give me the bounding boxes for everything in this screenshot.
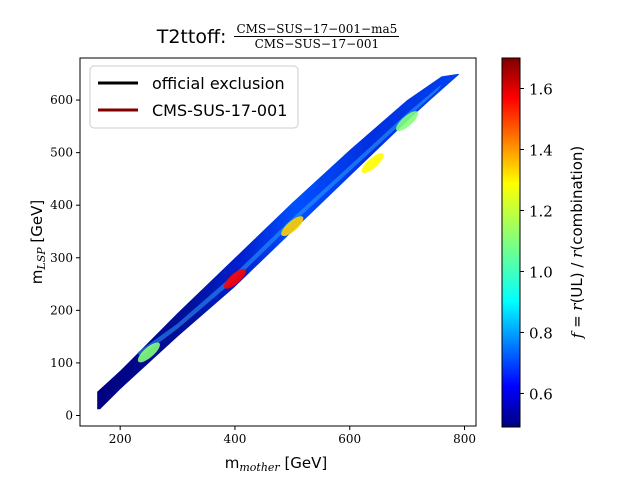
y-tick-label: 100 [50, 356, 73, 370]
title-numerator: CMS−SUS−17−001−ma5 [234, 22, 400, 37]
legend-label: CMS-SUS-17-001 [152, 101, 287, 120]
ratio-band [97, 73, 459, 410]
y-tick-label: 600 [50, 93, 73, 107]
y-tick-label: 300 [50, 251, 73, 265]
colorbar-gradient [501, 57, 521, 428]
x-tick-label: 600 [338, 432, 361, 446]
hotspot-0 [223, 268, 247, 289]
legend-label: official exclusion [152, 74, 285, 93]
chart-title: T2ttoff: CMS−SUS−17−001−ma5 CMS−SUS−17−0… [80, 22, 476, 51]
colorbar-tick-label: 1.0 [529, 263, 553, 281]
y-axis-label: mLSP [GeV] [28, 200, 48, 284]
y-tick-label: 400 [50, 198, 73, 212]
colorbar-label: f = r(UL) / r(combination) [568, 146, 586, 340]
colorbar-tick-label: 1.2 [529, 202, 553, 220]
plot-area [97, 73, 459, 410]
x-tick-label: 200 [109, 432, 132, 446]
colorbar-tick-label: 1.4 [529, 141, 553, 159]
colorbar-tick-label: 1.6 [529, 80, 553, 98]
legend: official exclusion CMS-SUS-17-001 [89, 65, 299, 129]
ratio-band-interior [137, 84, 442, 357]
title-fraction: CMS−SUS−17−001−ma5 CMS−SUS−17−001 [234, 22, 400, 51]
x-axis-label: mmother [GeV] [225, 454, 328, 474]
hotspot-3 [396, 111, 419, 132]
colorbar: 0.6 0.8 1.0 1.2 1.4 1.6 f = r(UL) / r(combinat… [501, 57, 586, 428]
axes: 200 400 600 800 0 100 200 300 400 500 600 mmother [… [28, 93, 476, 474]
y-tick-label: 200 [50, 303, 73, 317]
plot-frame [79, 57, 477, 427]
x-tick-label: 800 [453, 432, 476, 446]
title-prefix: T2ttoff: [156, 25, 227, 48]
y-tick-label: 500 [50, 146, 73, 160]
hotspot-4 [137, 342, 160, 363]
legend-box [89, 65, 299, 129]
y-tick-label: 0 [65, 408, 73, 422]
hotspot-1 [281, 216, 304, 237]
hotspot-2 [361, 153, 384, 174]
colorbar-tick-label: 0.8 [529, 324, 553, 342]
title-denominator: CMS−SUS−17−001 [254, 37, 380, 51]
colorbar-tick-label: 0.6 [529, 385, 553, 403]
x-tick-label: 400 [224, 432, 247, 446]
